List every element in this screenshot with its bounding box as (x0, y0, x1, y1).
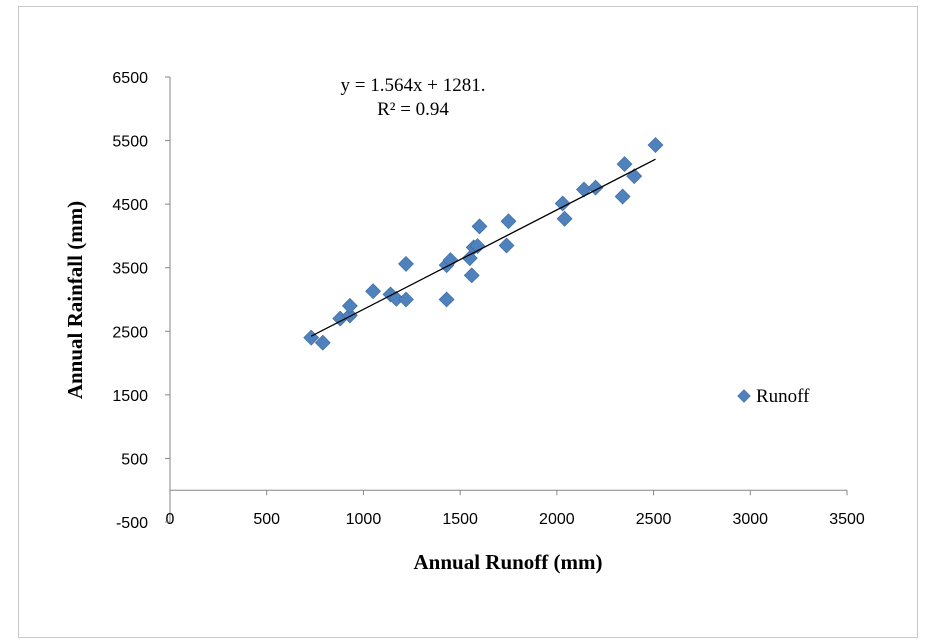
data-point (438, 291, 455, 308)
legend-marker-runoff (737, 389, 751, 403)
y-tick-label: -500 (116, 515, 148, 532)
data-point (647, 137, 664, 153)
data-point (626, 168, 643, 185)
y-tick-label: 6500 (112, 70, 148, 87)
y-tick-label: 500 (121, 451, 148, 468)
data-point (500, 213, 517, 230)
x-tick-label: 3500 (829, 511, 865, 528)
y-tick-label: 2500 (112, 324, 148, 341)
data-point (442, 252, 459, 269)
x-tick-label: 3000 (732, 511, 768, 528)
x-axis-ticks: 0 500 1000 1500 2000 2500 3000 3500 (166, 490, 865, 528)
x-axis-title: Annual Runoff (mm) (413, 550, 602, 574)
r-squared-label: R² = 0.94 (377, 99, 449, 120)
data-point (556, 210, 573, 227)
y-axis-title: Annual Rainfall (mm) (63, 201, 87, 399)
axes (169, 77, 847, 522)
y-axis-ticks: -500 500 1500 2500 3500 4500 5500 6500 (112, 70, 170, 532)
data-point (314, 334, 331, 351)
data-points (303, 137, 664, 351)
data-point (576, 181, 592, 198)
x-tick-label: 1000 (346, 511, 382, 528)
trendline-equation: y = 1.564x + 1281. (341, 75, 486, 96)
data-point (341, 297, 358, 314)
data-point (398, 255, 414, 272)
trendline (310, 158, 656, 337)
data-point (463, 267, 480, 284)
y-tick-label: 1500 (112, 388, 148, 405)
legend: Runoff (737, 386, 810, 407)
data-point (398, 291, 414, 308)
x-tick-label: 0 (166, 511, 175, 528)
data-point (365, 283, 382, 300)
x-tick-label: 1500 (442, 511, 478, 528)
x-tick-label: 2000 (539, 511, 575, 528)
y-tick-label: 5500 (112, 134, 148, 151)
data-point (616, 156, 633, 173)
data-point (498, 237, 515, 254)
data-point (469, 238, 486, 255)
chart-frame (18, 6, 918, 638)
x-tick-label: 500 (253, 511, 280, 528)
legend-label-runoff: Runoff (756, 386, 810, 407)
y-tick-label: 3500 (112, 261, 148, 278)
x-tick-label: 2500 (636, 511, 672, 528)
data-point (614, 188, 631, 205)
data-point (341, 307, 358, 324)
y-tick-label: 4500 (112, 197, 148, 214)
data-point (554, 195, 571, 212)
data-point (471, 218, 488, 235)
